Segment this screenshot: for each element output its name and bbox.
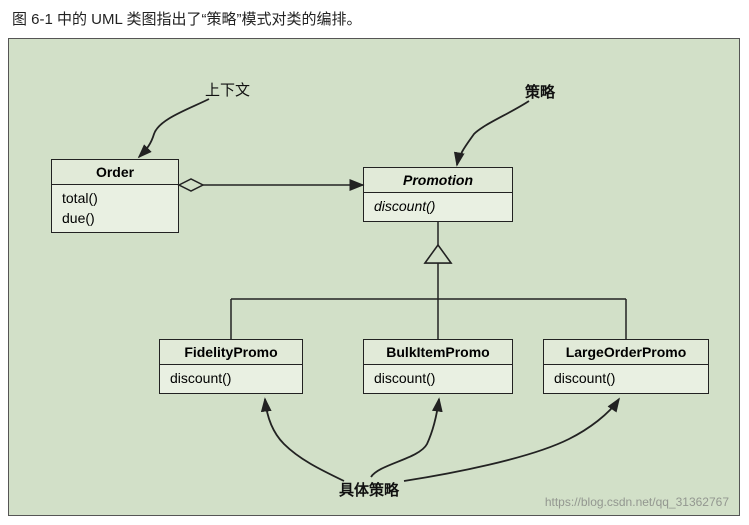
class-large-name: LargeOrderPromo bbox=[544, 340, 708, 365]
class-fidelity: FidelityPromo discount() bbox=[159, 339, 303, 394]
squiggle-strategy bbox=[457, 101, 529, 165]
edge-order-promotion bbox=[179, 179, 363, 191]
squiggle-concrete-left bbox=[265, 399, 344, 481]
diagram-frame: 上下文 策略 具体策略 Order total() due() Promotio… bbox=[8, 38, 740, 516]
class-bulk: BulkItemPromo discount() bbox=[363, 339, 513, 394]
method: total() bbox=[62, 189, 168, 209]
label-concrete: 具体策略 bbox=[339, 479, 399, 500]
method: discount() bbox=[374, 197, 502, 217]
method: discount() bbox=[170, 369, 292, 389]
class-large-methods: discount() bbox=[544, 365, 708, 393]
method: discount() bbox=[554, 369, 698, 389]
edge-generalization bbox=[231, 221, 626, 339]
label-strategy: 策略 bbox=[525, 81, 555, 102]
connector-overlay bbox=[9, 39, 741, 517]
class-large: LargeOrderPromo discount() bbox=[543, 339, 709, 394]
method: discount() bbox=[374, 369, 502, 389]
label-context: 上下文 bbox=[205, 79, 250, 100]
class-order: Order total() due() bbox=[51, 159, 179, 233]
class-fidelity-methods: discount() bbox=[160, 365, 302, 393]
class-promotion: Promotion discount() bbox=[363, 167, 513, 222]
class-promotion-methods: discount() bbox=[364, 193, 512, 221]
class-order-methods: total() due() bbox=[52, 185, 178, 232]
class-promotion-name: Promotion bbox=[364, 168, 512, 193]
figure-caption: 图 6-1 中的 UML 类图指出了“策略”模式对类的编排。 bbox=[0, 0, 749, 37]
squiggle-concrete-mid bbox=[371, 399, 439, 477]
squiggle-context bbox=[139, 99, 209, 157]
class-bulk-methods: discount() bbox=[364, 365, 512, 393]
method: due() bbox=[62, 209, 168, 229]
class-bulk-name: BulkItemPromo bbox=[364, 340, 512, 365]
class-fidelity-name: FidelityPromo bbox=[160, 340, 302, 365]
class-order-name: Order bbox=[52, 160, 178, 185]
squiggle-concrete-right bbox=[404, 399, 619, 481]
watermark: https://blog.csdn.net/qq_31362767 bbox=[545, 495, 729, 509]
